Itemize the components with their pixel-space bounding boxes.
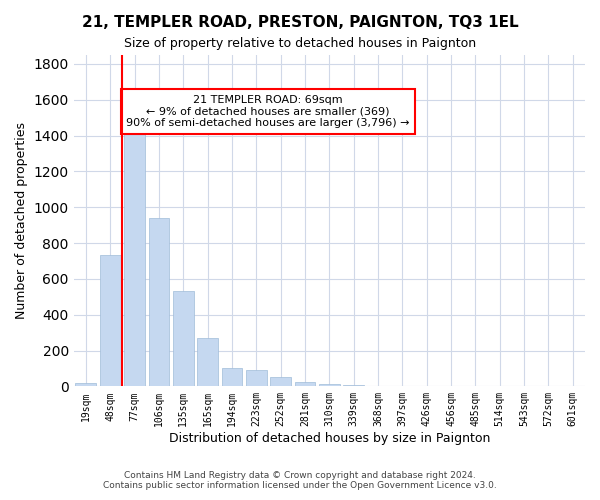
Bar <box>149 218 169 386</box>
Y-axis label: Number of detached properties: Number of detached properties <box>15 122 28 319</box>
Bar <box>319 384 340 386</box>
Bar <box>100 254 121 386</box>
Text: Contains HM Land Registry data © Crown copyright and database right 2024.
Contai: Contains HM Land Registry data © Crown c… <box>103 470 497 490</box>
Bar <box>246 370 266 386</box>
Bar <box>221 368 242 386</box>
Bar <box>295 382 316 386</box>
Bar <box>270 378 291 386</box>
Text: Size of property relative to detached houses in Paignton: Size of property relative to detached ho… <box>124 38 476 51</box>
Bar <box>76 383 96 386</box>
Text: 21, TEMPLER ROAD, PRESTON, PAIGNTON, TQ3 1EL: 21, TEMPLER ROAD, PRESTON, PAIGNTON, TQ3… <box>82 15 518 30</box>
Bar <box>124 130 145 386</box>
X-axis label: Distribution of detached houses by size in Paignton: Distribution of detached houses by size … <box>169 432 490 445</box>
Text: 21 TEMPLER ROAD: 69sqm
← 9% of detached houses are smaller (369)
90% of semi-det: 21 TEMPLER ROAD: 69sqm ← 9% of detached … <box>126 95 410 128</box>
Bar <box>173 292 194 386</box>
Bar <box>197 338 218 386</box>
